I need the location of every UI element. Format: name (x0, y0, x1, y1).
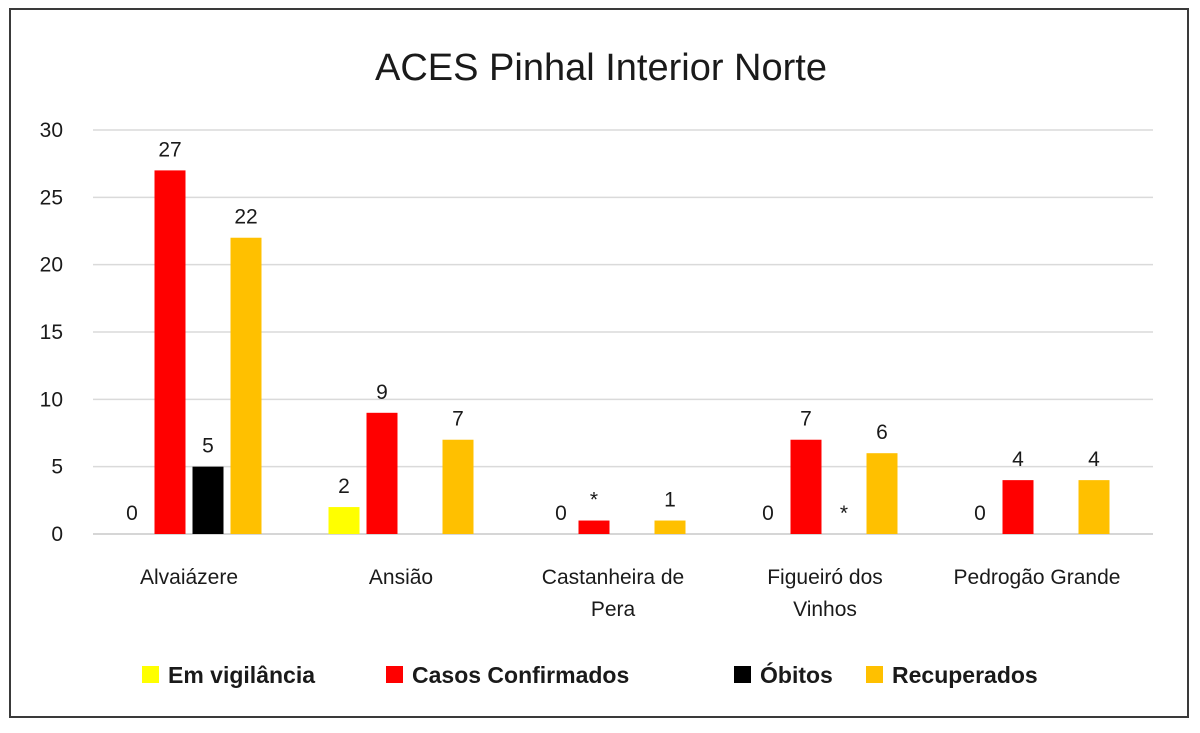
data-label: 1 (664, 489, 676, 512)
bar (192, 466, 224, 534)
data-label: * (840, 502, 848, 525)
data-label: 9 (376, 381, 388, 404)
category-label: Ansião (369, 566, 433, 589)
data-label: 0 (974, 502, 986, 525)
y-tick-label: 15 (40, 321, 63, 344)
bar (654, 520, 686, 534)
category-label: Figueiró dos Vinhos (767, 566, 883, 621)
y-axis-ticks: 0 5 10 15 20 25 30 (40, 119, 63, 546)
gridlines (93, 129, 1153, 535)
bar (790, 439, 822, 534)
legend-swatch (866, 666, 883, 683)
bar (328, 507, 360, 534)
bar-chart: ACES Pinhal Interior Norte 051015202530 … (40, 47, 1153, 688)
category-label-line: Pedrogão Grande (954, 566, 1121, 589)
category-label-line: Ansião (369, 566, 433, 589)
data-label: 0 (762, 502, 774, 525)
data-label: 4 (1012, 448, 1024, 471)
y-tick-label: 5 (51, 456, 63, 479)
chart-frame: ACES Pinhal Interior Norte 0 5 10 15 20 25 30 … (9, 8, 1189, 718)
legend-label: Recuperados (892, 662, 1038, 688)
category-labels: Alvaiázere Ansião Castanheira de Pera Figuei… (140, 566, 1121, 621)
legend-label: Em vigilância (168, 662, 315, 688)
data-label: 0 (555, 502, 567, 525)
data-label: 7 (452, 408, 464, 431)
y-tick-label: 20 (40, 254, 63, 277)
data-label: 7 (800, 408, 812, 431)
category-label-line: Vinhos (793, 598, 857, 621)
bar (1078, 480, 1110, 534)
legend-swatch (386, 666, 403, 683)
y-tick-label: 25 (40, 186, 63, 209)
y-tick-label: 30 (40, 119, 63, 142)
legend-label: Óbitos (760, 661, 833, 688)
bar (366, 412, 398, 534)
category-label: Castanheira de Pera (542, 566, 684, 621)
category-label-line: Figueiró dos (767, 566, 883, 589)
data-label: 4 (1088, 448, 1100, 471)
data-label: 27 (158, 138, 181, 161)
bar (866, 453, 898, 534)
bar (578, 520, 610, 534)
bar (442, 439, 474, 534)
y-tick-label: 0 (51, 523, 63, 546)
y-tick-label: 10 (40, 388, 63, 411)
category-label: Pedrogão Grande (954, 566, 1121, 589)
bar (230, 237, 262, 534)
category-label: Alvaiázere (140, 566, 238, 589)
data-label: 0 (126, 502, 138, 525)
legend: Em vigilância Casos Confirmados Óbitos Recu… (142, 661, 1038, 688)
category-label-line: Castanheira de (542, 566, 684, 589)
legend-label: Casos Confirmados (412, 662, 629, 688)
data-label: 6 (876, 421, 888, 444)
category-label-line: Pera (591, 598, 636, 621)
bar (1002, 480, 1034, 534)
category-label-line: Alvaiázere (140, 566, 238, 589)
bar (154, 170, 186, 534)
legend-swatch (734, 666, 751, 683)
data-label: 5 (202, 435, 214, 458)
legend-swatch (142, 666, 159, 683)
bars (154, 170, 1110, 534)
data-label: * (590, 489, 598, 512)
data-label: 22 (234, 206, 257, 229)
chart-title: ACES Pinhal Interior Norte (375, 47, 827, 89)
data-label: 2 (338, 475, 350, 498)
